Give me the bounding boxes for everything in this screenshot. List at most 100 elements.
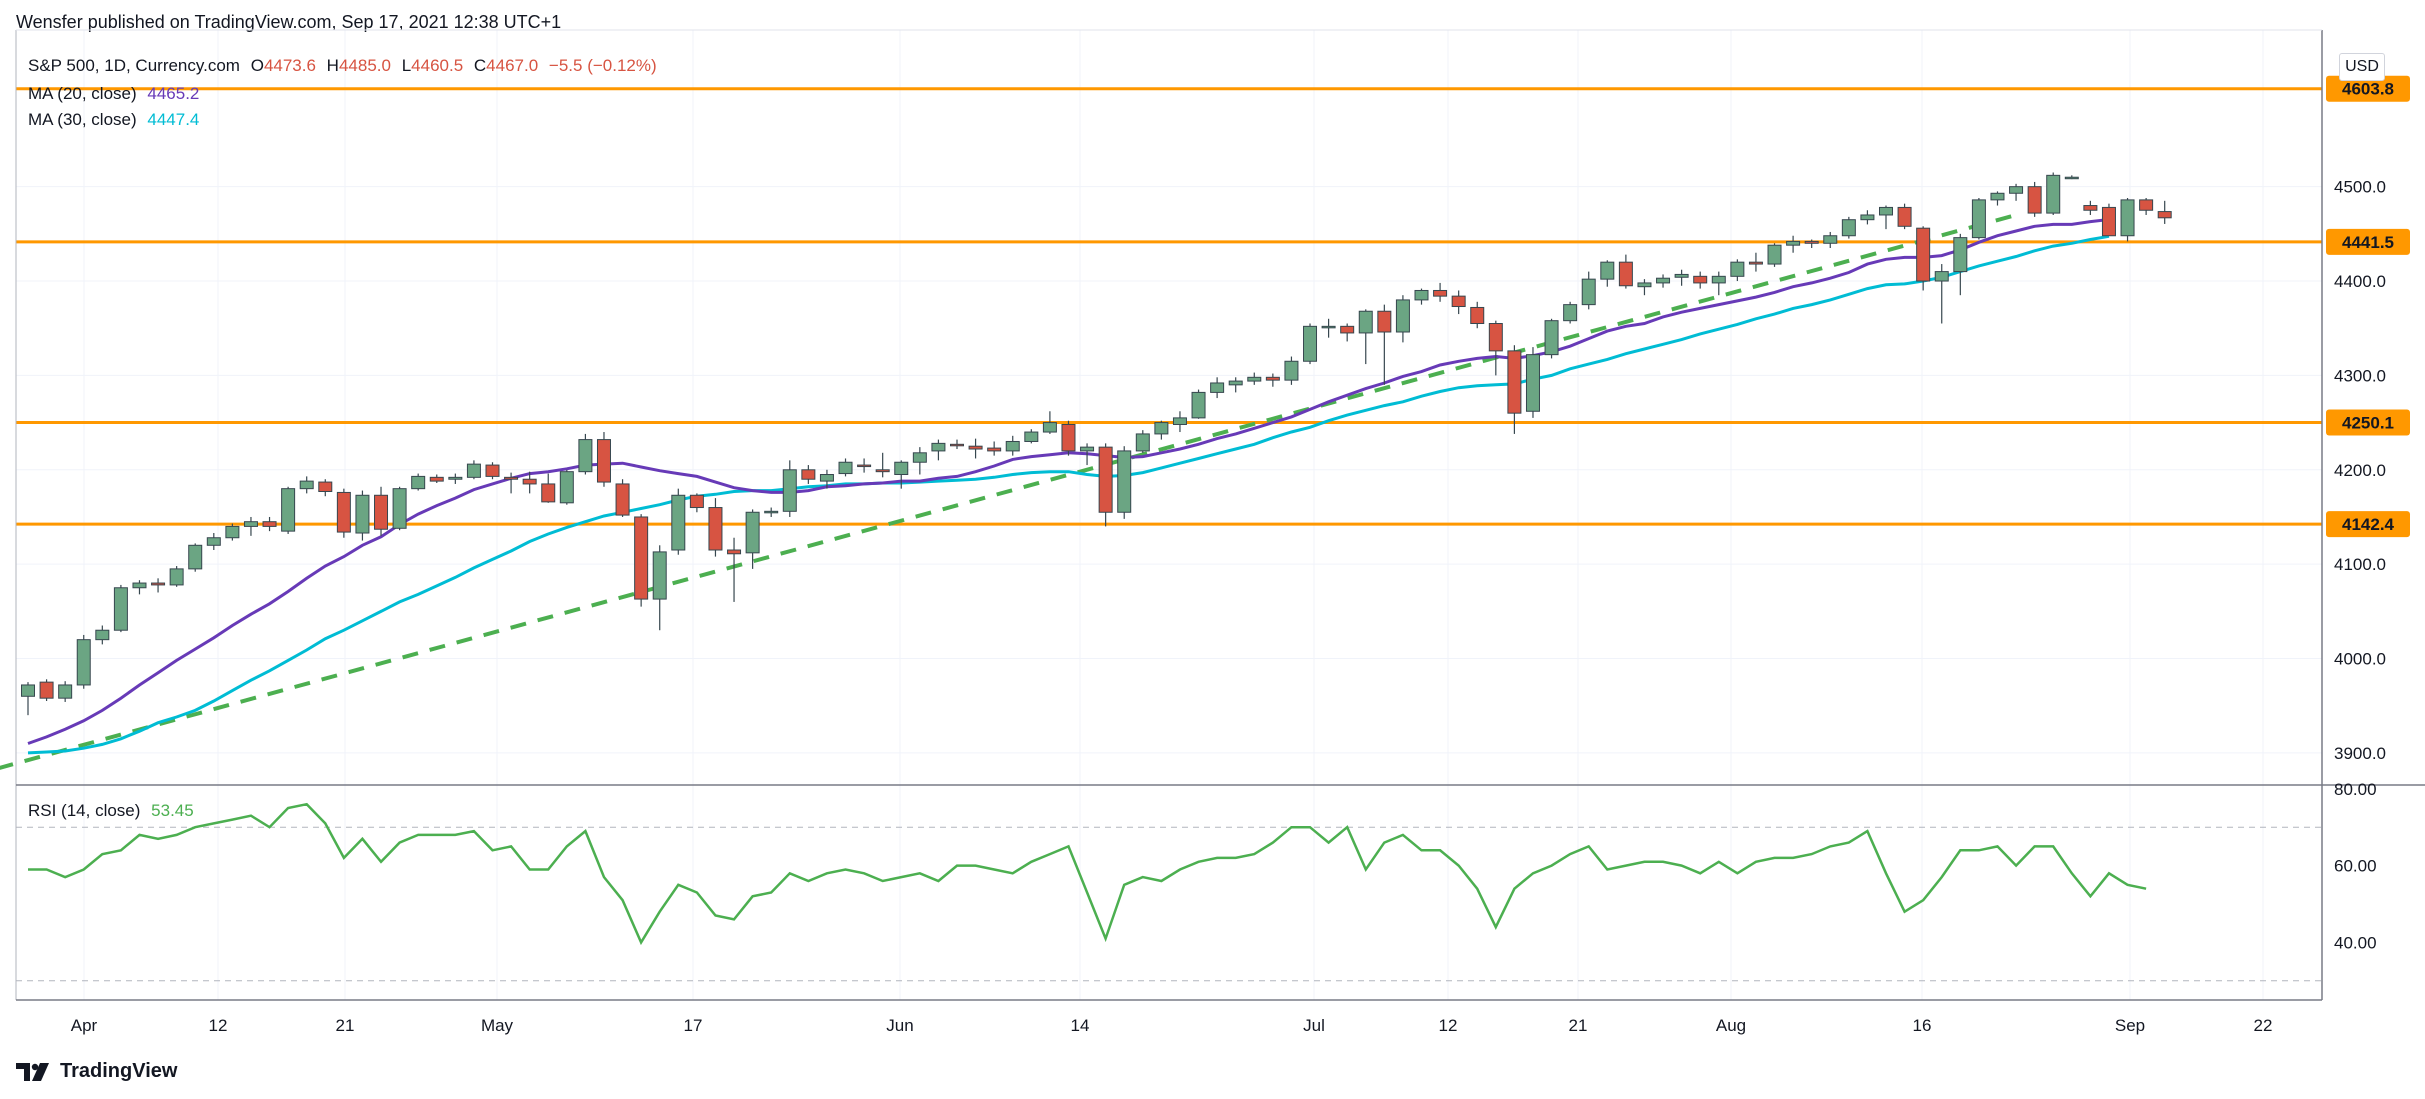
candle-body bbox=[522, 478, 537, 485]
ma20-value: 4465.2 bbox=[147, 84, 200, 103]
candle bbox=[1488, 320, 1503, 376]
candle bbox=[1841, 216, 1856, 239]
candle bbox=[1804, 239, 1819, 249]
candle-body bbox=[1284, 360, 1299, 381]
brand-label: TradingView bbox=[60, 1060, 178, 1082]
candle-body bbox=[541, 483, 556, 503]
level-price-tag: 4603.8 bbox=[2326, 75, 2410, 102]
price-tick-label: 4500.0 bbox=[2334, 178, 2386, 197]
ma30-legend[interactable]: MA (30, close) 4447.4 bbox=[28, 110, 205, 130]
trendline[interactable] bbox=[0, 213, 2017, 791]
candle-body bbox=[1841, 219, 1856, 237]
candle-body bbox=[21, 684, 35, 697]
candle-body bbox=[1786, 240, 1801, 246]
candle-body bbox=[262, 521, 277, 527]
candle bbox=[1451, 290, 1466, 315]
candle-body bbox=[411, 475, 426, 490]
candle bbox=[1786, 235, 1801, 253]
candle bbox=[1953, 233, 1968, 296]
candle bbox=[2157, 200, 2172, 224]
candle-body bbox=[1433, 289, 1448, 297]
candle-body bbox=[151, 582, 166, 586]
candle bbox=[188, 543, 203, 572]
candle-body bbox=[968, 445, 983, 450]
candle-body bbox=[931, 442, 946, 452]
rsi-legend[interactable]: RSI (14, close) 53.45 bbox=[28, 801, 200, 821]
axes bbox=[15, 29, 2425, 1001]
candle-body bbox=[206, 537, 221, 546]
candle-body bbox=[1358, 310, 1373, 334]
candle-body bbox=[1934, 271, 1949, 282]
candle bbox=[1117, 446, 1132, 519]
candle bbox=[1154, 420, 1169, 440]
candle-body bbox=[2027, 186, 2042, 214]
tradingview-brand[interactable]: TradingView bbox=[16, 1060, 177, 1083]
candle-body bbox=[39, 681, 54, 699]
price-tick-label: 4400.0 bbox=[2334, 272, 2386, 291]
candle bbox=[1897, 203, 1912, 230]
candle-body bbox=[1210, 382, 1225, 393]
time-tick-label: May bbox=[481, 1016, 514, 1035]
price-tick-label: 4100.0 bbox=[2334, 555, 2386, 574]
horizontal-levels[interactable] bbox=[16, 87, 2322, 526]
candle-body bbox=[1395, 299, 1410, 333]
candle-body bbox=[281, 488, 296, 532]
candle bbox=[1247, 372, 1262, 385]
candle bbox=[448, 473, 463, 484]
candle bbox=[950, 439, 964, 450]
candle-body bbox=[1507, 350, 1522, 414]
trendline-segment bbox=[0, 213, 2017, 770]
level-tag-bg bbox=[2326, 409, 2410, 436]
candle-body bbox=[1228, 380, 1243, 386]
candle-body bbox=[466, 463, 481, 478]
candle bbox=[1637, 279, 1652, 296]
candle-body bbox=[1656, 277, 1671, 284]
candle-body bbox=[225, 525, 240, 539]
candle bbox=[931, 439, 946, 461]
candle bbox=[1098, 443, 1113, 527]
price-tick-label: 3900.0 bbox=[2334, 744, 2386, 763]
candle-body bbox=[987, 447, 1002, 452]
candle-body bbox=[374, 494, 389, 530]
candle-body bbox=[1414, 289, 1429, 301]
candle-body bbox=[132, 582, 147, 589]
low-value: L4460.5 bbox=[401, 56, 464, 75]
candle-body bbox=[2009, 186, 2024, 194]
price-tick-label: 4200.0 bbox=[2334, 461, 2386, 480]
candle-body bbox=[1879, 206, 1893, 216]
candle bbox=[225, 523, 240, 541]
candle-body bbox=[243, 521, 258, 527]
candle bbox=[615, 479, 630, 517]
candle bbox=[169, 566, 184, 587]
candle bbox=[596, 432, 611, 487]
candle-body bbox=[596, 439, 611, 483]
candle-body bbox=[58, 684, 73, 699]
time-tick-label: Sep bbox=[2115, 1016, 2145, 1035]
candle bbox=[578, 433, 593, 475]
candle bbox=[504, 472, 519, 494]
candle bbox=[1525, 347, 1540, 418]
candle bbox=[58, 681, 73, 702]
candle-body bbox=[355, 494, 370, 534]
rsi-tick-label: 40.00 bbox=[2334, 933, 2377, 952]
time-tick-label: 12 bbox=[209, 1016, 228, 1035]
candle-body bbox=[1897, 206, 1912, 227]
candle bbox=[1340, 323, 1355, 342]
candle bbox=[1284, 356, 1299, 385]
ma20-legend[interactable]: MA (20, close) 4465.2 bbox=[28, 84, 205, 104]
candle bbox=[2139, 197, 2154, 215]
candle bbox=[1544, 318, 1559, 359]
candle bbox=[2064, 175, 2079, 180]
candle bbox=[1618, 254, 1633, 289]
candle bbox=[1730, 259, 1745, 282]
candle-body bbox=[2120, 199, 2135, 237]
time-tick-label: 12 bbox=[1439, 1016, 1458, 1035]
symbol-label[interactable]: S&P 500, 1D, Currency.com bbox=[28, 56, 240, 75]
currency-badge[interactable]: USD bbox=[2339, 53, 2385, 81]
candle bbox=[2101, 203, 2116, 237]
candle bbox=[1321, 318, 1336, 338]
level-tag-bg bbox=[2326, 511, 2410, 538]
candle bbox=[2120, 197, 2135, 242]
candle-body bbox=[1990, 192, 2005, 201]
